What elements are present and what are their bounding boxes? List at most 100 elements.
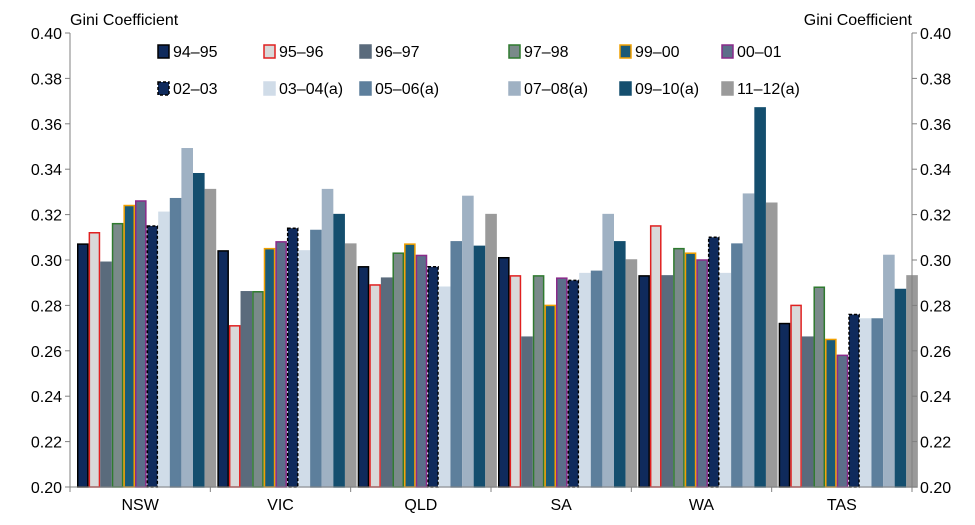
left-tick-label: 0.34 [31,162,62,179]
bar [625,259,638,488]
right-axis-title: Gini Coefficient [804,12,913,29]
legend-label: 07–08(a) [524,81,588,98]
bar [286,227,299,488]
bar [509,275,522,488]
bar [462,195,474,488]
bar [263,247,276,488]
bar [135,200,147,488]
bar [684,252,697,488]
right-tick-label: 0.34 [920,162,951,179]
legend-swatch [721,81,734,96]
bar [473,245,486,488]
left-tick-label: 0.30 [31,253,62,270]
legend-label: 96–97 [375,44,420,61]
bar [661,275,674,488]
bar [228,325,241,488]
bar [883,254,895,488]
bar [801,336,814,488]
bar [649,225,662,488]
bar [485,213,497,488]
bar [544,304,557,488]
right-tick-label: 0.20 [920,480,951,497]
legend-label: 11–12(a) [737,81,800,98]
bar [321,188,334,488]
right-tick-label: 0.28 [920,298,951,315]
bar [181,148,193,488]
bar [438,286,451,488]
legend-swatch [263,81,276,96]
right-tick-label: 0.22 [920,435,951,452]
bar [240,291,253,488]
bar [731,243,743,488]
bar [790,304,802,488]
legend-swatch [359,81,372,96]
left-tick-label: 0.28 [31,298,62,315]
bar [602,213,615,488]
legend-label: 00–01 [737,44,782,61]
right-tick-label: 0.40 [920,26,951,43]
bar [77,243,89,488]
bar [859,318,872,488]
bar [579,272,591,488]
left-tick-label: 0.26 [31,344,62,361]
right-tick-label: 0.24 [920,389,951,406]
legend-label: 94–95 [173,44,218,61]
bar [204,188,217,488]
right-tick-label: 0.38 [920,71,951,88]
bar [450,241,463,488]
legend-swatch [619,44,632,59]
category-label: WA [689,497,715,514]
bar [521,336,533,488]
bar [193,172,205,488]
bar [123,204,136,488]
legend-label: 95–96 [279,44,324,61]
bar [813,286,826,488]
bar [707,236,720,488]
left-tick-label: 0.24 [31,389,62,406]
left-tick-label: 0.40 [31,26,62,43]
bar [357,266,370,488]
right-tick-label: 0.26 [920,344,951,361]
bar [158,211,170,488]
legend-swatch [157,81,170,96]
legend-swatch [508,81,521,96]
left-axis-title: Gini Coefficient [70,12,179,29]
bar [111,222,124,488]
left-tick-label: 0.36 [31,117,62,134]
legend-label: 03–04(a) [279,81,343,98]
bar [275,241,287,488]
bar [404,243,416,488]
bar [556,277,568,488]
legend-label: 09–10(a) [635,81,699,98]
bar [754,107,766,488]
category-label: VIC [267,497,294,514]
bar [719,272,732,488]
bar [742,193,755,488]
bar [369,284,381,488]
bar [532,275,545,488]
bar [696,259,708,488]
bar [778,322,791,488]
left-tick-label: 0.22 [31,435,62,452]
bar [380,277,393,488]
left-tick-label: 0.38 [31,71,62,88]
bar [765,202,778,488]
left-tick-label: 0.20 [31,480,62,497]
bar [100,261,112,488]
bar [498,256,510,488]
bar [344,243,357,488]
bar [146,225,159,488]
legend-label: 05–06(a) [375,81,439,98]
right-tick-label: 0.32 [920,208,951,225]
legend-swatch [157,44,170,59]
legend-swatch [359,44,372,59]
legend-swatch [619,81,632,96]
category-label: QLD [404,497,437,514]
bar [310,229,322,488]
bar [333,213,345,488]
bar [673,247,685,488]
bar [894,288,907,488]
bar [392,252,405,488]
category-label: NSW [122,497,160,514]
